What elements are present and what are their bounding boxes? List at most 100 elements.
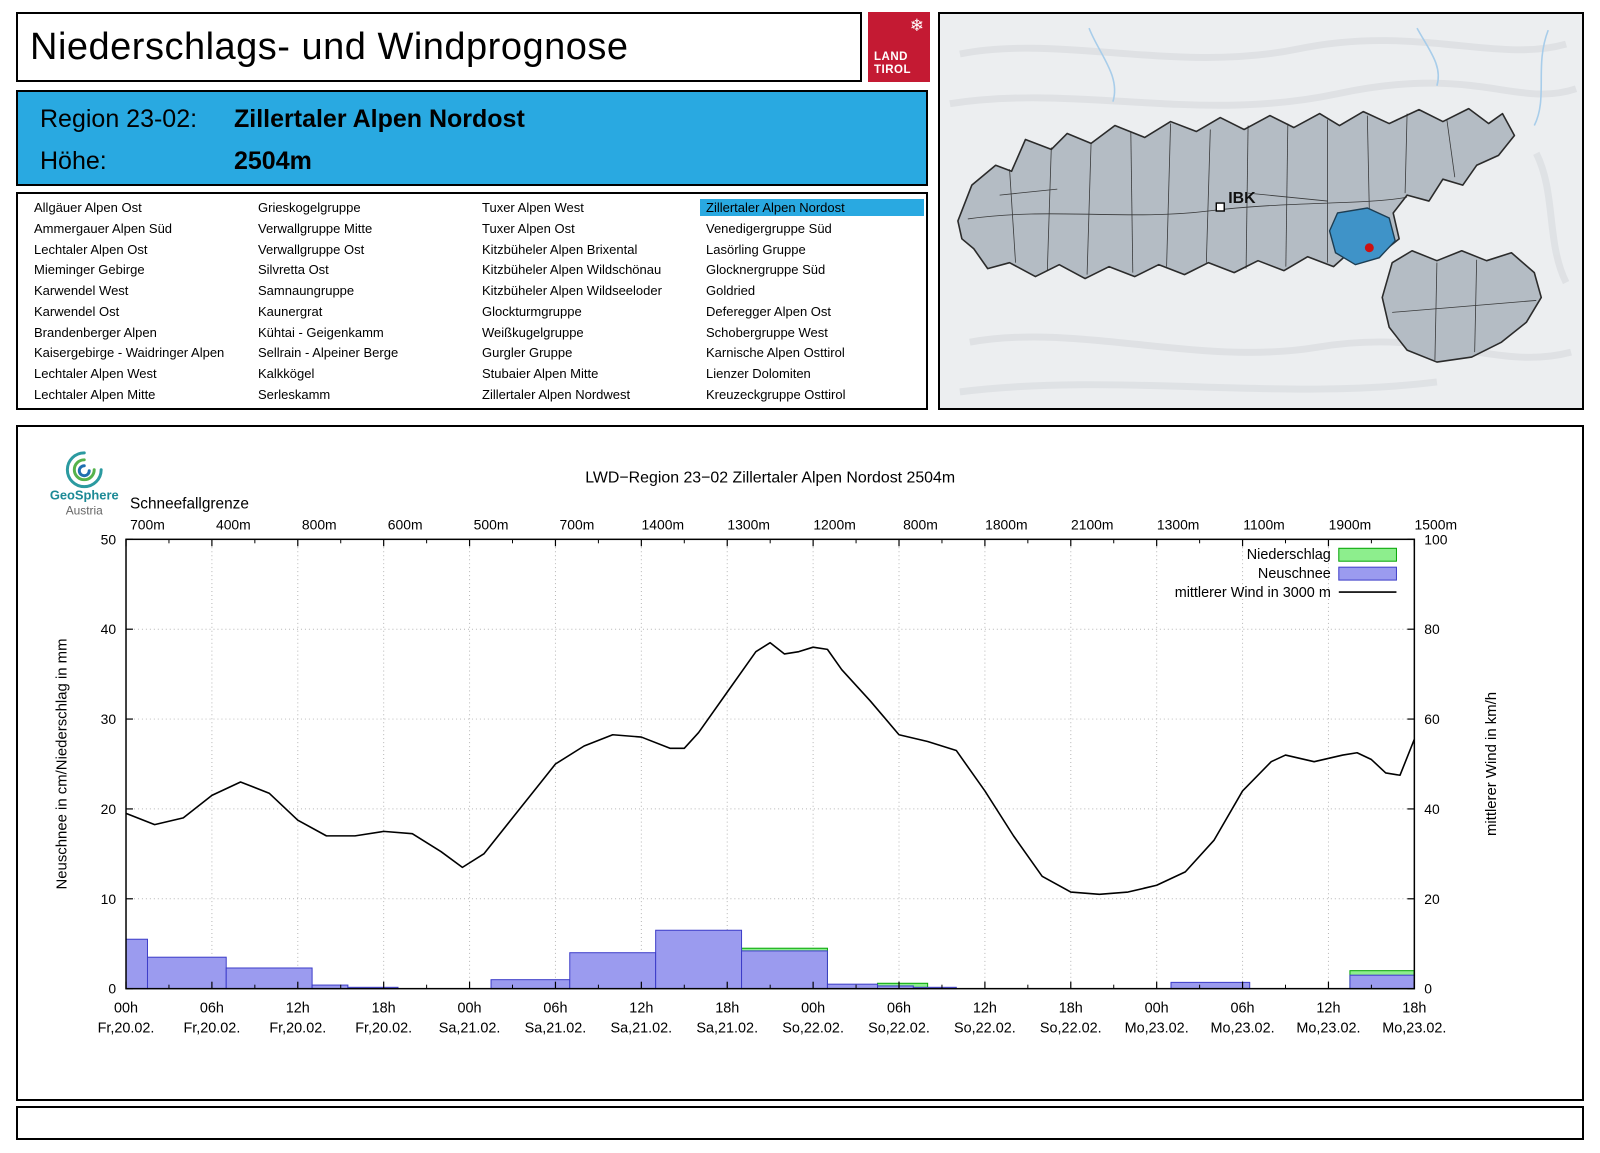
svg-text:Neuschnee: Neuschnee: [1258, 566, 1331, 582]
region-list-item[interactable]: Zillertaler Alpen Nordwest: [482, 386, 631, 402]
svg-text:18h: 18h: [1402, 1001, 1426, 1017]
region-selector-list: Allgäuer Alpen Ost Ammergauer Alpen Süd Le…: [16, 192, 928, 410]
svg-text:12h: 12h: [1316, 1001, 1340, 1017]
svg-text:Fr,20.02.: Fr,20.02.: [183, 1020, 240, 1036]
svg-text:mittlerer Wind in 3000 m: mittlerer Wind in 3000 m: [1175, 585, 1331, 601]
svg-text:So,22.02.: So,22.02.: [782, 1020, 844, 1036]
svg-text:2100m: 2100m: [1071, 516, 1114, 532]
region-list-item[interactable]: Lasörling Gruppe: [706, 241, 806, 257]
svg-text:20: 20: [101, 801, 117, 817]
svg-text:Sa,21.02.: Sa,21.02.: [525, 1020, 587, 1036]
region-list-item[interactable]: Goldried: [706, 283, 756, 299]
region-list-item[interactable]: Serleskamm: [258, 386, 331, 402]
tirol-map-panel: IBK: [938, 12, 1584, 410]
region-list-item[interactable]: Kalkkögel: [258, 366, 315, 382]
svg-text:06h: 06h: [543, 1001, 567, 1017]
svg-text:1300m: 1300m: [1157, 516, 1200, 532]
svg-text:12h: 12h: [629, 1001, 653, 1017]
svg-text:Fr,20.02.: Fr,20.02.: [98, 1020, 155, 1036]
region-list-item[interactable]: Verwallgruppe Ost: [258, 241, 365, 257]
region-list-item[interactable]: Weißkugelgruppe: [482, 324, 584, 340]
region-list-item[interactable]: Kühtai - Geigenkamm: [258, 324, 384, 340]
hoehe-label: Höhe:: [40, 146, 107, 175]
region-list-item[interactable]: Deferegger Alpen Ost: [706, 303, 832, 319]
ibk-label: IBK: [1228, 190, 1256, 207]
svg-text:60: 60: [1424, 711, 1440, 727]
region-list-item[interactable]: Mieminger Gebirge: [34, 262, 145, 278]
river-lines: [1088, 27, 1549, 126]
svg-text:So,22.02.: So,22.02.: [868, 1020, 930, 1036]
land-tirol-logo: ❄ LAND TIROL: [868, 12, 930, 82]
region-list-item[interactable]: Verwallgruppe Mitte: [258, 220, 373, 236]
forecast-chart: 0 10 20 30 40 50 0 20 40 60 80 100 00h Fr,20.02. 06h Fr…: [50, 451, 1500, 1036]
region-list-item[interactable]: Venedigergruppe Süd: [706, 220, 832, 236]
region-list-item[interactable]: Lechtaler Alpen Ost: [34, 241, 148, 257]
region-value: Zillertaler Alpen Nordost: [234, 104, 525, 133]
region-list-item[interactable]: Silvretta Ost: [258, 262, 329, 278]
selected-region-zillertaler-alpen-nordost[interactable]: [1328, 207, 1396, 266]
svg-text:Fr,20.02.: Fr,20.02.: [355, 1020, 412, 1036]
hoehe-value: 2504m: [234, 146, 312, 175]
svg-text:40: 40: [101, 621, 117, 637]
svg-text:12h: 12h: [973, 1001, 997, 1017]
region-list-item[interactable]: Brandenberger Alpen: [34, 324, 157, 340]
region-list-item[interactable]: Allgäuer Alpen Ost: [34, 200, 142, 215]
region-column: Allgäuer Alpen Ost Ammergauer Alpen Süd Le…: [28, 199, 252, 403]
region-list-item[interactable]: Samnaungruppe: [258, 283, 355, 299]
region-list-item[interactable]: Kitzbüheler Alpen Wildschönau: [482, 262, 662, 278]
region-list-item[interactable]: Ammergauer Alpen Süd: [34, 220, 173, 236]
region-list-item[interactable]: Gurgler Gruppe: [482, 345, 573, 361]
svg-text:GeoSphere: GeoSphere: [50, 488, 119, 503]
svg-text:0: 0: [108, 981, 116, 997]
svg-text:1400m: 1400m: [642, 516, 685, 532]
svg-text:00h: 00h: [1145, 1001, 1169, 1017]
region-list-item[interactable]: Tuxer Alpen West: [482, 200, 584, 215]
svg-text:06h: 06h: [200, 1001, 224, 1017]
region-list-item[interactable]: Grieskogelgruppe: [258, 200, 361, 215]
region-list-item[interactable]: Kitzbüheler Alpen Wildseeloder: [482, 283, 662, 299]
forecast-chart-panel: 0 10 20 30 40 50 0 20 40 60 80 100 00h Fr,20.02. 06h Fr…: [16, 425, 1584, 1101]
region-list-item[interactable]: Lechtaler Alpen West: [34, 366, 157, 382]
region-list-item[interactable]: Sellrain - Alpeiner Berge: [258, 345, 399, 361]
svg-text:Austria: Austria: [66, 503, 103, 517]
region-list-item[interactable]: Kaisergebirge - Waidringer Alpen: [34, 345, 225, 361]
svg-text:40: 40: [1424, 801, 1440, 817]
region-list-item[interactable]: Kitzbüheler Alpen Brixental: [482, 241, 638, 257]
svg-text:1100m: 1100m: [1243, 516, 1285, 532]
logo-line1: LAND: [874, 51, 908, 63]
svg-text:50: 50: [101, 531, 117, 547]
region-list-item[interactable]: Lienzer Dolomiten: [706, 366, 811, 382]
svg-text:500m: 500m: [474, 516, 509, 532]
svg-text:Fr,20.02.: Fr,20.02.: [269, 1020, 326, 1036]
svg-text:Mo,23.02.: Mo,23.02.: [1296, 1020, 1360, 1036]
station-marker: [1364, 243, 1374, 253]
region-list-item[interactable]: Kreuzeckgruppe Osttirol: [706, 386, 846, 402]
region-list-item[interactable]: Lechtaler Alpen Mitte: [34, 386, 156, 402]
region-list-item[interactable]: Karwendel West: [34, 283, 129, 299]
svg-text:18h: 18h: [1059, 1001, 1083, 1017]
svg-text:800m: 800m: [302, 516, 337, 532]
region-list-item[interactable]: Kaunergrat: [258, 303, 323, 319]
svg-text:12h: 12h: [286, 1001, 310, 1017]
svg-text:700m: 700m: [560, 516, 595, 532]
region-column: Grieskogelgruppe Verwallgruppe Mitte Verwa…: [252, 199, 476, 403]
region-borders: [967, 113, 1537, 361]
region-list-item[interactable]: Glockturmgruppe: [482, 303, 582, 319]
geosphere-logo: [65, 451, 103, 489]
svg-text:So,22.02.: So,22.02.: [954, 1020, 1016, 1036]
region-list-item[interactable]: Tuxer Alpen Ost: [482, 220, 575, 236]
svg-text:400m: 400m: [216, 516, 251, 532]
region-list-item[interactable]: Schobergruppe West: [706, 324, 828, 340]
region-list-item[interactable]: Stubaier Alpen Mitte: [482, 366, 599, 382]
region-list-item[interactable]: Karwendel Ost: [34, 303, 120, 319]
svg-text:Niederschlag: Niederschlag: [1247, 547, 1331, 563]
tirol-map[interactable]: IBK: [940, 14, 1582, 408]
region-list-item-selected[interactable]: Zillertaler Alpen Nordost: [700, 199, 924, 216]
region-list-item[interactable]: Glocknergruppe Süd: [706, 262, 826, 278]
region-list-item[interactable]: Karnische Alpen Osttirol: [706, 345, 845, 361]
svg-text:mittlerer Wind in km/h: mittlerer Wind in km/h: [1484, 692, 1500, 836]
land-tirol-logo-text: LAND TIROL: [874, 51, 924, 77]
svg-text:80: 80: [1424, 621, 1440, 637]
svg-text:18h: 18h: [372, 1001, 396, 1017]
